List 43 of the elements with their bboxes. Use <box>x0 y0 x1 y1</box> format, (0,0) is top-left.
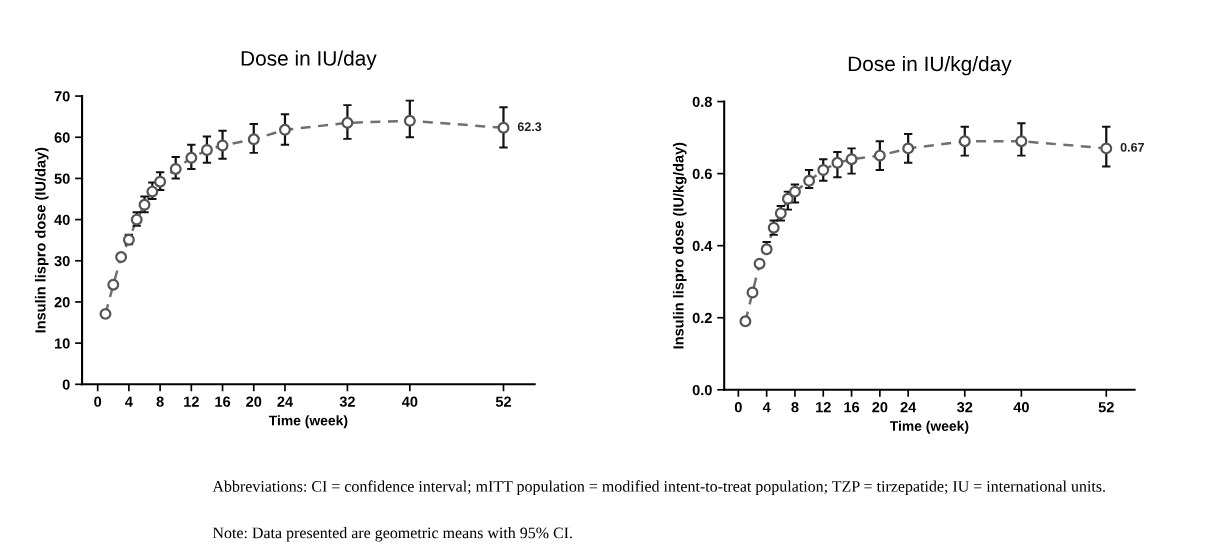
x-tick-label: 24 <box>900 401 917 413</box>
x-tick-label: 8 <box>791 401 799 413</box>
x-tick-label: 4 <box>125 396 133 407</box>
y-tick-label: 40 <box>54 214 70 226</box>
y-tick-label: 60 <box>54 132 70 143</box>
x-tick-label: 0 <box>94 396 102 407</box>
x-tick-label: 20 <box>246 396 262 407</box>
x-tick-label: 16 <box>844 401 860 413</box>
y-tick-label: 0.2 <box>692 312 712 324</box>
y-axis-title: Insulin lispro dose (IU/kg/day) <box>672 142 687 349</box>
text: Note: Data presented are geometric means with 95% CI. <box>212 527 572 542</box>
chart-title: Dose in IU/kg/day <box>848 55 1012 76</box>
x-axis-title: Time (week) <box>268 415 348 429</box>
y-tick-label: 30 <box>54 255 70 267</box>
data-label: 0.67 <box>1120 142 1144 152</box>
x-tick-label: 12 <box>816 401 831 413</box>
y-tick-label: 50 <box>54 173 70 184</box>
x-tick-label: 0 <box>734 401 742 413</box>
x-tick-label: 40 <box>401 396 418 407</box>
x-tick-label: 24 <box>277 396 294 407</box>
y-tick-label: 10 <box>54 338 70 349</box>
data-label: 62.3 <box>517 122 542 132</box>
x-axis-title: Time (week) <box>889 420 969 434</box>
x-tick-label: 8 <box>156 396 164 407</box>
x-tick-label: 20 <box>872 401 888 413</box>
y-tick-label: 0 <box>62 379 70 390</box>
y-axis-title: Insulin lispro dose (IU/day) <box>34 147 49 333</box>
x-tick-label: 40 <box>1013 401 1029 413</box>
y-tick-label: 0.4 <box>692 240 713 252</box>
chart-title: Dose in IU/day <box>241 50 377 70</box>
y-tick-label: 0.6 <box>692 168 712 180</box>
y-tick-label: 0.0 <box>692 384 712 396</box>
x-tick-label: 32 <box>956 401 973 413</box>
text: Abbreviations: CI = confidence interval; mITT population = modified intent-to-treat population; TZP = tirzepatide; IU = international units. <box>212 480 1105 496</box>
x-tick-label: 52 <box>1098 401 1114 413</box>
x-tick-label: 4 <box>762 402 771 413</box>
y-tick-label: 20 <box>54 297 70 308</box>
x-tick-label: 16 <box>215 396 231 407</box>
x-tick-label: 52 <box>495 396 512 407</box>
x-tick-label: 32 <box>339 396 355 407</box>
y-tick-label: 70 <box>54 91 70 102</box>
x-tick-label: 12 <box>184 396 199 407</box>
y-tick-label: 0.8 <box>692 96 712 107</box>
